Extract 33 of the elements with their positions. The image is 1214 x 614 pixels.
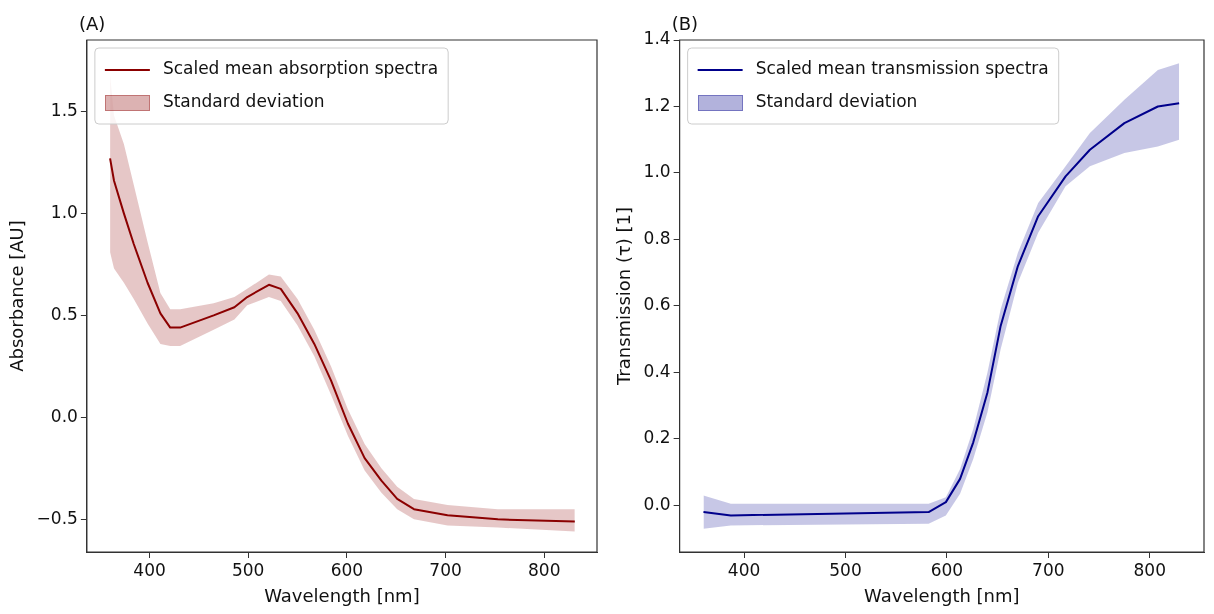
legend-label: Scaled mean transmission spectra	[755, 58, 1049, 79]
x-tick-label: 600	[330, 559, 364, 580]
y-axis-title: Transmission (τ) [1]	[613, 206, 635, 387]
x-tick-label: 800	[527, 559, 561, 580]
y-tick-label: 0.2	[643, 427, 671, 448]
y-tick-label: 0.0	[643, 493, 671, 514]
legend-label: Scaled mean absorption spectra	[162, 58, 439, 79]
x-tick-label: 400	[133, 559, 166, 580]
x-tick-label: 500	[829, 559, 862, 580]
x-tick-label: 700	[429, 559, 462, 580]
y-axis-title: Absorbance [AU]	[6, 220, 28, 372]
chart-title: (A)	[78, 12, 106, 34]
y-tick-label: 0.5	[50, 303, 78, 324]
x-axis-title: Wavelength [nm]	[864, 584, 1020, 606]
y-tick-label: −0.5	[36, 507, 78, 528]
y-tick-label: 0.4	[643, 360, 671, 381]
y-tick-label: 1.2	[643, 94, 671, 115]
chart-title: (B)	[671, 12, 699, 34]
x-axis-title: Wavelength [nm]	[264, 584, 420, 606]
y-tick-label: 0.6	[643, 294, 671, 315]
y-tick-label: 1.0	[50, 201, 78, 222]
y-tick-label: 1.0	[643, 161, 671, 182]
y-tick-label: 1.4	[643, 28, 671, 49]
y-tick-label: 0.0	[50, 405, 78, 426]
annotation: Standard deviation	[755, 91, 918, 112]
x-tick-label: 500	[231, 559, 265, 580]
x-tick-label: 700	[1032, 559, 1065, 580]
x-tick-label: 400	[727, 559, 761, 580]
annotation: Standard deviation	[162, 91, 325, 112]
y-tick-label: 0.8	[643, 227, 671, 248]
x-tick-label: 600	[930, 559, 964, 580]
y-tick-label: 1.5	[50, 99, 78, 120]
x-tick-label: 800	[1133, 559, 1166, 580]
